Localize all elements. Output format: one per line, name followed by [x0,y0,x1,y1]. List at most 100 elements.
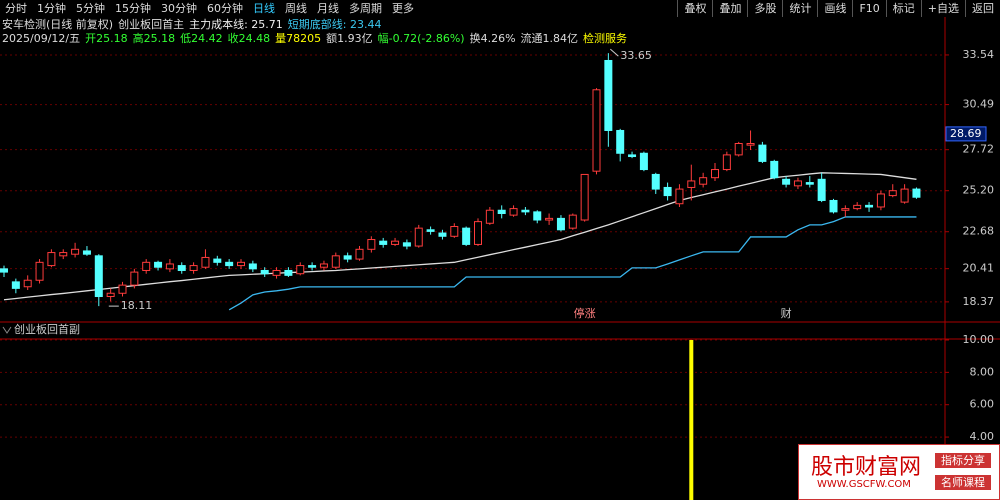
period-tab[interactable]: 5分钟 [76,2,105,15]
y-tick-label: 6.00 [970,398,995,411]
candle-body [592,89,601,172]
candle-body [651,173,660,190]
info-item: 短期底部线: 23.44 [287,18,382,31]
candle-body [509,208,518,216]
tool-button[interactable]: 标记 [885,0,921,17]
candle-body [687,180,696,188]
info-item: 主力成本线: 25.71 [189,18,283,31]
y-tick-label: 22.68 [963,225,995,238]
price-tag: 28.69 [950,127,982,140]
candle-body [35,261,44,281]
candle-body [367,239,376,250]
candle-body [402,242,411,247]
info-item: 高25.18 [132,32,176,45]
pane-icon [2,326,12,334]
candle-body [805,182,814,185]
candle-body [248,263,257,270]
candle-body [118,284,127,294]
period-tab[interactable]: 30分钟 [161,2,197,15]
candle-body [450,226,459,237]
period-tab[interactable]: 多周期 [349,2,382,15]
candle-body [556,217,565,231]
candle-body [272,269,281,276]
pointer [610,48,619,57]
candle-body [782,178,791,185]
info-item: 低24.42 [180,32,223,45]
tool-button[interactable]: 统计 [782,0,817,17]
y-tick-label: 18.37 [963,295,995,308]
candle-body [853,204,862,210]
candle-body [568,214,577,229]
candle-body [201,256,210,268]
tool-button[interactable]: 叠加 [712,0,747,17]
period-tab[interactable]: 更多 [392,2,414,15]
candle-body [331,255,340,268]
period-tab[interactable]: 1分钟 [37,2,66,15]
event-label: 停涨 [574,306,596,320]
period-tab[interactable]: 月线 [317,2,339,15]
y-tick-label: 10.00 [963,333,995,346]
info-item: 创业板回首主 [118,18,185,31]
info-item: 2025/09/12/五 [2,32,81,45]
candle-body [284,269,293,276]
info-item: 收24.48 [227,32,271,45]
candle-body [11,281,20,289]
candle-body [0,268,8,273]
watermark-tag: 指标分享 [935,453,991,468]
tool-button[interactable]: 多股 [747,0,782,17]
candle-body [829,199,838,213]
candle-body [225,261,234,267]
info-item: 量78205 [275,32,322,45]
candle-body [770,160,779,179]
candle-body [817,178,826,201]
candle-body [628,154,637,158]
info-item: 换4.26% [469,32,516,45]
period-tabs: 分时 1分钟 5分钟 15分钟 30分钟 60分钟 日线 周线 月线 多周期 更多 [0,0,419,17]
candle-body [82,250,91,255]
chart: 创业板回首副 33.54 30.49 27.72 25.20 22.68 20.41 18.… [0,17,1000,500]
candle-body [758,144,767,162]
candle-body [699,177,708,185]
candle-body [900,188,909,203]
period-tab[interactable]: 周线 [285,2,307,15]
tool-button[interactable]: 画线 [817,0,852,17]
candle-body [319,263,328,268]
info-item: 额1.93亿 [326,32,373,45]
candle-body [793,180,802,187]
candle-body [865,204,874,208]
candle-body [462,227,471,245]
tool-button[interactable]: +自选 [920,0,965,17]
bar [689,339,694,500]
candle-body [675,188,684,205]
period-tab[interactable]: 分时 [5,2,27,15]
candle-body [497,209,506,214]
toolbar: 分时 1分钟 5分钟 15分钟 30分钟 60分钟 日线 周线 月线 多周期 更多 叠权 叠加 多股 统计画… [0,0,1000,17]
candle-body [71,248,80,255]
candle-body [47,252,56,267]
candle-body [616,129,625,154]
candle-body [722,154,731,171]
info-line: 2025/09/12/五 开25.18 高25.18 低24.42 收24.48 量782… [2,32,632,46]
candle-body [165,263,174,270]
tool-button[interactable]: 叠权 [677,0,712,17]
tool-button[interactable]: F10 [852,0,885,17]
candle-body [485,209,494,224]
period-tab[interactable]: 15分钟 [115,2,151,15]
tool-button[interactable]: 返回 [965,0,1000,17]
candle-body [841,208,850,211]
candle-body [438,232,447,237]
candle-body [177,265,186,271]
candle-body [106,292,115,298]
candle-body [414,227,423,247]
candle-body [580,173,589,221]
candle-body [426,229,435,232]
candle-body [343,255,352,260]
candle-body [130,271,139,286]
period-tab[interactable]: 日线 [253,2,275,15]
candle-body [521,209,530,213]
candle-body [639,152,648,171]
candle-body [912,188,921,198]
candle-body [189,265,198,271]
candle-body [213,258,222,263]
period-tab[interactable]: 60分钟 [207,2,243,15]
